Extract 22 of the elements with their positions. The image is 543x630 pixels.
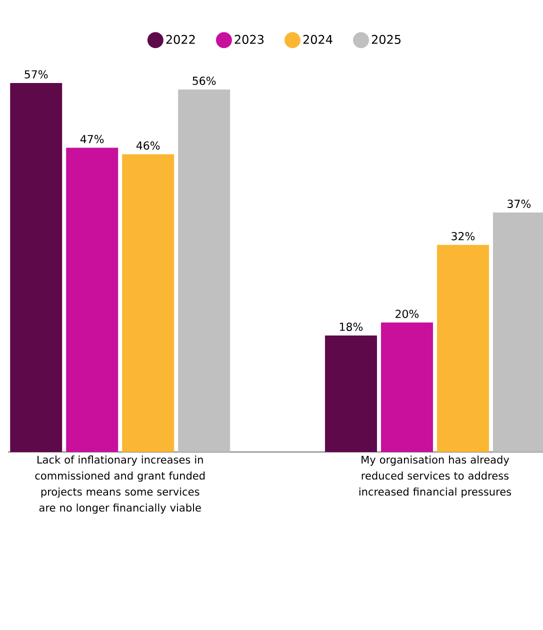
legend-label: 2024 [303,34,332,44]
data-label: 57% [24,70,48,79]
bar [324,335,377,452]
bar [380,322,433,452]
bar [492,212,543,452]
bar [66,148,118,452]
data-label: 20% [396,310,419,318]
bar [178,90,230,452]
legend-label: 2022 [166,34,195,44]
data-label: 18% [340,322,363,331]
data-label: 56% [192,76,216,85]
data-label: 32% [452,232,475,240]
data-label: 47% [80,134,104,144]
bar [122,154,174,452]
legend-label: 2025 [372,34,401,44]
bar [436,244,489,452]
data-label: 37% [508,200,531,208]
x-tick-label: Lack of inflationary increases in commissioned and grant funded projects means some services are no longer financially viable [35,456,205,514]
bar [10,83,62,452]
x-tick-label: My organisation has already reduced services to address increased financial pressures [359,456,512,498]
data-label: 46% [136,141,160,150]
legend-label: 2023 [234,34,264,44]
